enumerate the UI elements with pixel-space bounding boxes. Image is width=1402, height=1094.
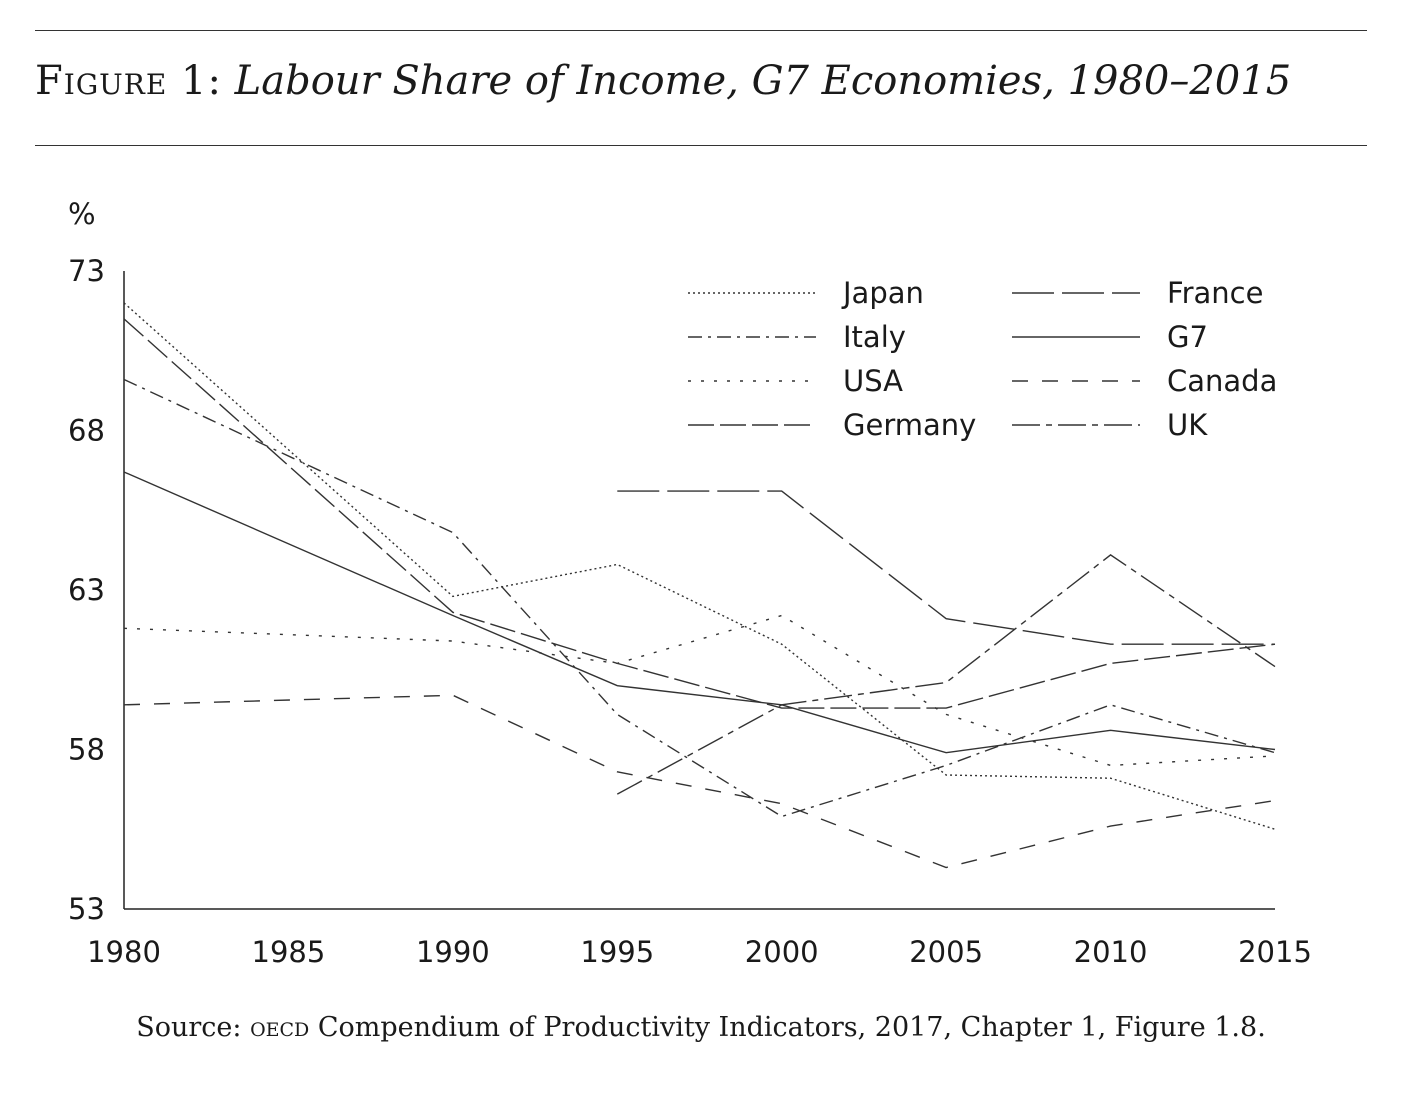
axes: 53 58 63 68 73 1980 1985 1990 1995 2000 2005 2010 20… — [68, 254, 1312, 969]
x-tick-label: 1990 — [416, 935, 490, 969]
legend-label-g7: G7 — [1167, 320, 1208, 354]
series-line-france — [617, 490, 1275, 645]
legend-label-france: France — [1167, 276, 1263, 310]
legend: Japan Italy USA Germany France G7 Canada UK — [688, 276, 1277, 442]
figure-label: Figure 1: — [35, 58, 222, 104]
series-line-italy — [123, 378, 1276, 818]
bottom-rule — [35, 145, 1367, 146]
y-tick-label: 63 — [68, 573, 105, 607]
figure-title: Figure 1: Labour Share of Income, G7 Eco… — [35, 58, 1291, 104]
series-line-canada — [123, 694, 1276, 869]
series-lines — [123, 302, 1276, 869]
y-tick-label: 53 — [68, 892, 105, 926]
legend-label-usa: USA — [843, 364, 903, 398]
x-tick-label: 1980 — [87, 935, 161, 969]
source-note: Source: oecd Compendium of Productivity … — [0, 1012, 1402, 1043]
series-line-japan — [123, 302, 1276, 830]
source-text: Compendium of Productivity Indicators, 2… — [317, 1012, 1266, 1043]
legend-label-canada: Canada — [1167, 364, 1277, 398]
x-tick-label: 2015 — [1238, 935, 1312, 969]
series-line-germany — [123, 318, 1276, 709]
x-tick-label: 2010 — [1074, 935, 1148, 969]
x-tick-label: 2005 — [909, 935, 983, 969]
legend-label-germany: Germany — [843, 408, 976, 442]
series-line-g7 — [123, 471, 1276, 754]
x-tick-label: 1985 — [252, 935, 326, 969]
legend-label-japan: Japan — [841, 276, 924, 310]
figure-title-text: Labour Share of Income, G7 Economies, 19… — [234, 58, 1292, 104]
y-tick-label: 68 — [68, 414, 105, 448]
y-tick-label: 73 — [68, 254, 105, 288]
series-line-usa — [123, 614, 1276, 767]
source-org: oecd — [250, 1012, 310, 1043]
line-chart: % 53 58 63 68 73 1980 1985 1990 1995 2000 2005 2010… — [68, 197, 1312, 969]
series-line-uk — [616, 554, 1276, 795]
y-axis-unit-label: % — [68, 197, 96, 231]
x-tick-label: 2000 — [745, 935, 819, 969]
top-rule — [35, 30, 1367, 31]
x-tick-label: 1995 — [580, 935, 654, 969]
legend-label-italy: Italy — [843, 320, 906, 354]
legend-label-uk: UK — [1167, 408, 1208, 442]
source-prefix: Source: — [136, 1012, 242, 1043]
y-tick-label: 58 — [68, 733, 105, 767]
